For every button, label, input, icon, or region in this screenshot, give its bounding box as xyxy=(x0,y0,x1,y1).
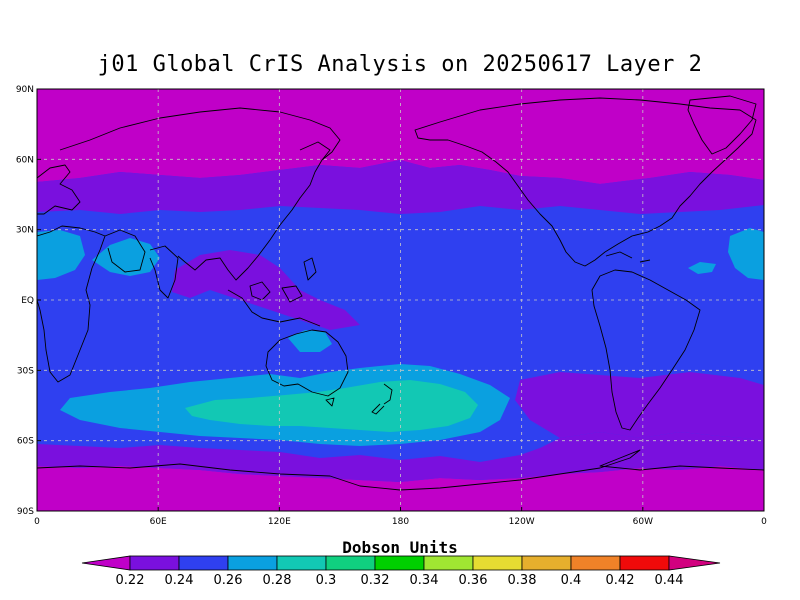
colorbar-swatch xyxy=(325,555,376,571)
coastline-africa-europe xyxy=(37,164,106,383)
colorbar-tick-label: 0.28 xyxy=(263,573,292,588)
latitude-ticks: 90N 60N 30N EQ 30S 60S 90S xyxy=(16,85,41,517)
colorbar-tick-label: 0.4 xyxy=(561,573,582,588)
coastline-australia xyxy=(265,329,349,407)
lat-tick-label: 60S xyxy=(17,437,34,447)
contour-tropical-low xyxy=(172,250,360,330)
longitude-ticks: 0 60E 120E 180 120W 60W 0 xyxy=(34,507,767,527)
contour-south-atlantic-low xyxy=(515,372,764,440)
lon-tick-label: 60E xyxy=(150,517,167,527)
colorbar-min-arrow xyxy=(81,555,131,571)
colorbar-swatch xyxy=(472,555,523,571)
graticule xyxy=(37,89,764,511)
coastlines xyxy=(37,95,764,491)
lon-tick-label: 180 xyxy=(392,517,409,527)
contour-north-atlantic-high xyxy=(728,228,764,280)
lat-tick-label: 30S xyxy=(17,366,34,376)
contour-arabia-high xyxy=(92,238,160,276)
lat-tick-label: 30N xyxy=(16,226,34,236)
colorbar-tick-label: 0.44 xyxy=(655,573,684,588)
coastline-arabia-india xyxy=(104,229,179,299)
colorbar-swatch xyxy=(521,555,572,571)
colorbar-tick-label: 0.34 xyxy=(410,573,439,588)
coastline-greenland xyxy=(687,95,757,155)
lon-tick-label: 60W xyxy=(633,517,653,527)
lon-tick-label: 120W xyxy=(509,517,535,527)
colorbar-tick-label: 0.3 xyxy=(316,573,337,588)
lon-tick-label: 0 xyxy=(761,517,767,527)
colorbar-tick-label: 0.38 xyxy=(508,573,537,588)
colorbar xyxy=(81,555,721,571)
lat-tick-label: 90S xyxy=(17,507,34,517)
map-title: j01 Global CrIS Analysis on 20250617 Lay… xyxy=(97,52,703,77)
coastline-new-zealand xyxy=(371,383,393,415)
lon-tick-label: 0 xyxy=(34,517,40,527)
coastline-asia xyxy=(59,107,341,281)
coastline-north-america xyxy=(414,97,757,267)
colorbar-swatch xyxy=(178,555,229,571)
colorbar-swatch xyxy=(570,555,621,571)
lat-tick-label: 90N xyxy=(16,85,34,95)
contour-north-africa-high xyxy=(37,230,85,280)
coastline-maritime-continent xyxy=(227,257,321,327)
colorbar-swatch xyxy=(276,555,327,571)
colorbar-tick-label: 0.24 xyxy=(165,573,194,588)
colorbar-swatch xyxy=(227,555,278,571)
contour-west-atlantic-spot xyxy=(688,262,716,274)
contour-australia-high xyxy=(288,330,332,352)
lat-tick-label: 60N xyxy=(16,155,34,165)
colorbar-max-arrow xyxy=(668,555,721,571)
colorbar-swatch xyxy=(619,555,670,571)
contour-arctic-low xyxy=(37,89,764,184)
colorbar-labels: 0.22 0.24 0.26 0.28 0.3 0.32 0.34 0.36 0.38 0.4 0.… xyxy=(116,573,684,588)
coastline-south-america xyxy=(591,269,701,431)
contour-southern-midlat xyxy=(37,432,764,482)
colorbar-tick-label: 0.22 xyxy=(116,573,145,588)
colorbar-title: Dobson Units xyxy=(342,538,458,557)
colorbar-swatch xyxy=(129,555,180,571)
colorbar-swatch xyxy=(374,555,425,571)
colorbar-tick-label: 0.26 xyxy=(214,573,243,588)
colorbar-swatch xyxy=(423,555,474,571)
coastline-antarctica xyxy=(37,449,764,491)
colorbar-tick-label: 0.42 xyxy=(606,573,635,588)
colorbar-tick-label: 0.36 xyxy=(459,573,488,588)
lon-tick-label: 120E xyxy=(268,517,291,527)
lat-tick-label: EQ xyxy=(21,296,34,306)
coastline-caribbean xyxy=(605,251,651,263)
colorbar-tick-label: 0.32 xyxy=(361,573,390,588)
